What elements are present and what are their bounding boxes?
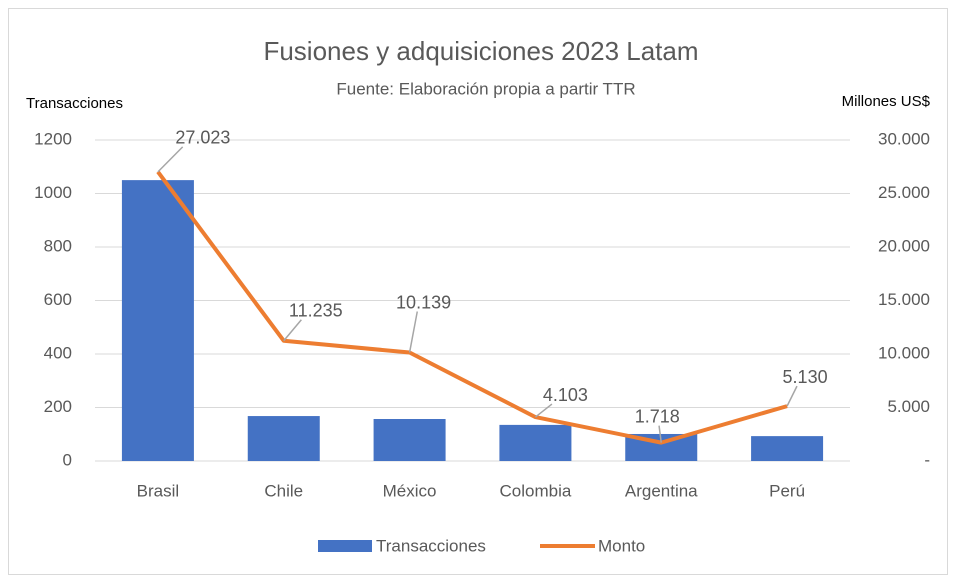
bar (373, 419, 446, 461)
legend-label: Transacciones (376, 536, 486, 555)
y2-axis-label: Millones US$ (842, 93, 931, 110)
x-tick-label: Chile (264, 481, 303, 500)
y-tick-label: 200 (44, 397, 72, 416)
legend-label: Monto (598, 536, 645, 555)
leader-line (283, 319, 302, 342)
data-label: 1.718 (635, 406, 680, 426)
y2-tick-label: 20.000 (878, 236, 930, 255)
bar (121, 180, 194, 461)
y-tick-label: 400 (44, 343, 72, 362)
y2-tick-label: - (924, 450, 930, 469)
y-tick-label: 1000 (34, 183, 72, 202)
chart-title: Fusiones y adquisiciones 2023 Latam (263, 36, 698, 66)
y-tick-label: 600 (44, 290, 72, 309)
y2-tick-label: 10.000 (878, 343, 930, 362)
leader-line (534, 403, 553, 418)
x-tick-label: Argentina (625, 481, 698, 500)
y2-tick-label: 15.000 (878, 290, 930, 309)
y2-tick-label: 30.000 (878, 129, 930, 148)
leader-line (157, 146, 184, 173)
bar (247, 416, 320, 461)
line (156, 170, 788, 445)
data-label: 11.235 (289, 301, 343, 321)
y2-tick-label: 25.000 (878, 183, 930, 202)
leader-line (786, 385, 798, 407)
x-tick-label: Perú (769, 481, 805, 500)
y2-tick-label: 5.000 (887, 397, 930, 416)
y-tick-label: 800 (44, 236, 72, 255)
chart-subtitle: Fuente: Elaboración propia a partir TTR (336, 79, 635, 98)
y-tick-label: 0 (63, 450, 72, 469)
x-tick-label: Colombia (500, 481, 572, 500)
legend-swatch (318, 540, 372, 552)
data-label: 27.023 (175, 128, 230, 148)
leader-line (408, 311, 419, 353)
y-tick-label: 1200 (34, 129, 72, 148)
data-label: 10.139 (396, 292, 451, 312)
x-tick-label: Brasil (137, 481, 180, 500)
leader-line (658, 425, 662, 443)
bar (751, 436, 824, 461)
x-tick-label: México (383, 481, 437, 500)
bar (499, 424, 572, 461)
data-label: 5.130 (783, 367, 828, 387)
data-label: 4.103 (543, 385, 588, 405)
y-axis-label: Transacciones (26, 95, 123, 112)
